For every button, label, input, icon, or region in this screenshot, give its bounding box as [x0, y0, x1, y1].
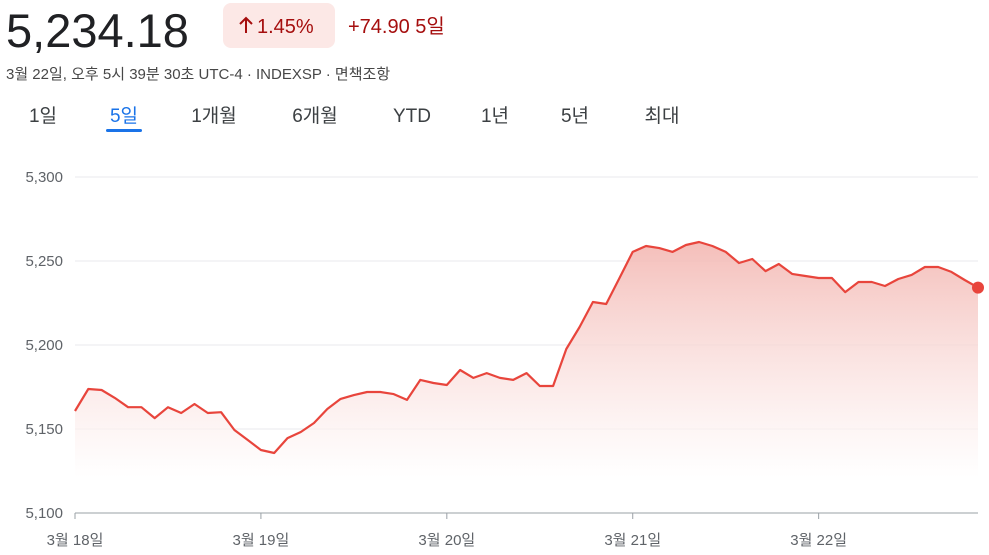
- range-tab[interactable]: YTD: [393, 106, 431, 127]
- range-tab[interactable]: 5일: [110, 105, 138, 127]
- y-tick-label: 5,300: [25, 169, 63, 186]
- change-value: +74.90 5일: [348, 15, 445, 38]
- y-tick-label: 5,200: [25, 337, 63, 354]
- x-tick-label: 3월 21일: [604, 532, 661, 549]
- range-tab[interactable]: 1일: [29, 105, 57, 127]
- last-point: [972, 281, 984, 294]
- chart: 5,100 5,150 5,200 5,250 5,300 3월 18일 3월 19일 3월 …: [25, 169, 984, 549]
- change-percent: 1.45%: [257, 16, 314, 38]
- range-tab[interactable]: 5년: [561, 105, 589, 127]
- area-fill: [75, 242, 978, 478]
- quote-info: 3월 22일, 오후 5시 39분 30초 UTC-4 · INDEXSP · …: [6, 66, 390, 83]
- price: 5,234.18: [6, 4, 189, 57]
- x-tick-label: 3월 22일: [790, 532, 847, 549]
- y-tick-label: 5,250: [25, 253, 63, 270]
- range-tab[interactable]: 최대: [645, 105, 680, 127]
- range-tab[interactable]: 1개월: [191, 105, 237, 127]
- y-tick-label: 5,150: [25, 421, 63, 438]
- x-tick-label: 3월 20일: [418, 532, 475, 549]
- x-tick-label: 3월 18일: [47, 532, 104, 549]
- range-tabs: 1일 5일 1개월 6개월 YTD 1년 5년 최대: [29, 105, 680, 132]
- up-arrow: [239, 16, 253, 33]
- change-badge: [223, 3, 335, 48]
- y-tick-label: 5,100: [25, 505, 63, 522]
- x-tick-label: 3월 19일: [233, 532, 290, 549]
- price-line: [74, 240, 979, 455]
- range-tab[interactable]: 6개월: [292, 105, 338, 127]
- range-tab[interactable]: 1년: [481, 105, 509, 127]
- tab-underline: [106, 129, 142, 132]
